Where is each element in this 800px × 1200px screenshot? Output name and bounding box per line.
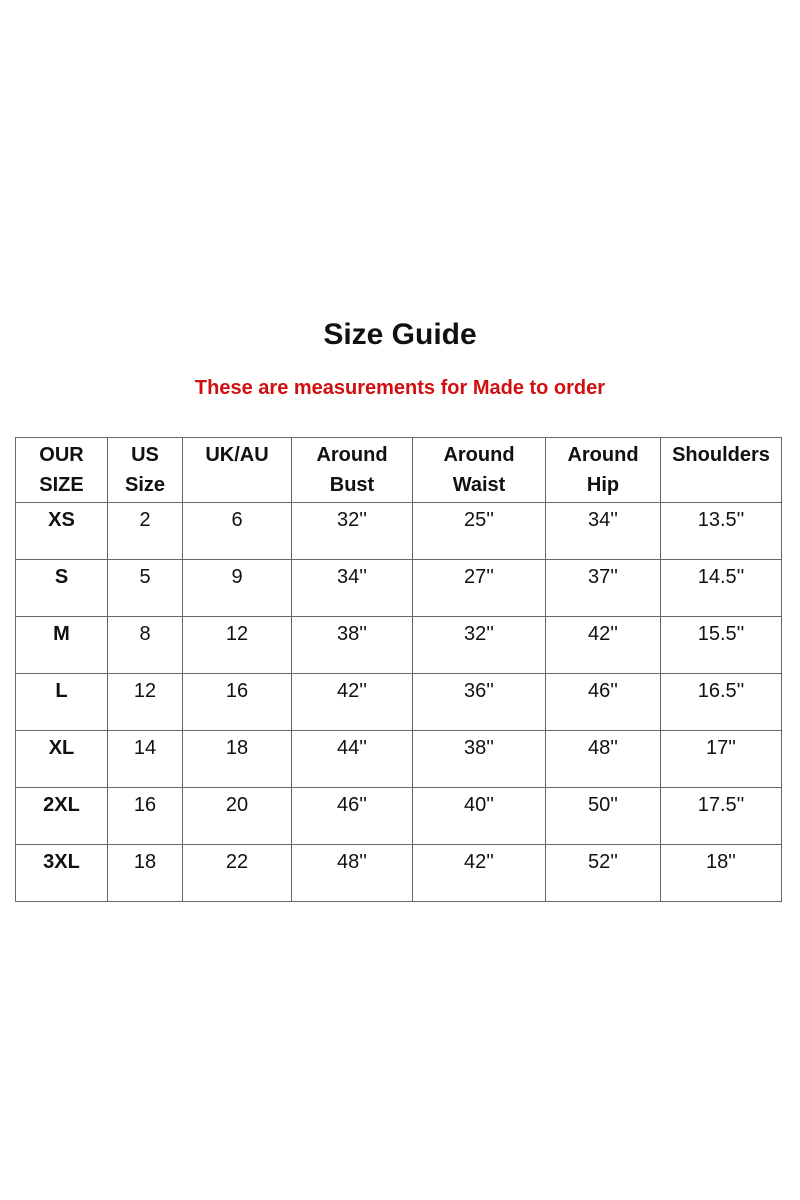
table-cell: 8: [107, 616, 183, 674]
table-cell: 32'': [291, 502, 413, 560]
table-cell: 14.5'': [660, 559, 782, 617]
column-header: UK/AU: [182, 437, 292, 503]
table-row: XL 14 18 44'' 38'' 48'' 17'': [15, 730, 782, 788]
table-cell: 12: [182, 616, 292, 674]
table-cell: 38'': [291, 616, 413, 674]
table-cell: 34'': [545, 502, 661, 560]
table-row: 2XL 16 20 46'' 40'' 50'' 17.5'': [15, 787, 782, 845]
table-cell: 20: [182, 787, 292, 845]
table-cell: 32'': [412, 616, 546, 674]
table-row: L 12 16 42'' 36'' 46'' 16.5'': [15, 673, 782, 731]
table-cell: 12: [107, 673, 183, 731]
table-header-row: OUR SIZE US Size UK/AU Around Bust Around Waist A…: [15, 437, 782, 503]
table-cell: 16: [107, 787, 183, 845]
column-header: Around Waist: [412, 437, 546, 503]
table-cell: 15.5'': [660, 616, 782, 674]
table-cell: 5: [107, 559, 183, 617]
table-cell: 42'': [291, 673, 413, 731]
column-header: Shoulders: [660, 437, 782, 503]
table-cell: 18: [182, 730, 292, 788]
column-header-line: Shoulders: [672, 444, 770, 466]
table-row: XS 2 6 32'' 25'' 34'' 13.5'': [15, 502, 782, 560]
table-row: M 8 12 38'' 32'' 42'' 15.5'': [15, 616, 782, 674]
column-header: Around Bust: [291, 437, 413, 503]
table-cell: 2: [107, 502, 183, 560]
column-header-line: SIZE: [39, 474, 84, 496]
table-cell: 27'': [412, 559, 546, 617]
table-cell: 17'': [660, 730, 782, 788]
table-cell: 22: [182, 844, 292, 902]
table-cell: 9: [182, 559, 292, 617]
size-label-cell: XL: [15, 730, 108, 788]
table-cell: 46'': [545, 673, 661, 731]
table-cell: 16: [182, 673, 292, 731]
table-cell: 36'': [412, 673, 546, 731]
table-cell: 44'': [291, 730, 413, 788]
table-cell: 18'': [660, 844, 782, 902]
column-header-line: UK/AU: [205, 444, 269, 466]
column-header: US Size: [107, 437, 183, 503]
column-header: OUR SIZE: [15, 437, 108, 503]
table-cell: 14: [107, 730, 183, 788]
table-cell: 17.5'': [660, 787, 782, 845]
column-header-line: Around: [567, 444, 639, 466]
column-header-line: Around: [316, 444, 388, 466]
table-cell: 50'': [545, 787, 661, 845]
column-header-line: Around: [443, 444, 515, 466]
column-header-line: Hip: [586, 474, 620, 496]
column-header-line: Size: [124, 474, 166, 496]
table-cell: 6: [182, 502, 292, 560]
table-cell: 38'': [412, 730, 546, 788]
column-header-line: OUR: [39, 444, 84, 466]
table-row: 3XL 18 22 48'' 42'' 52'' 18'': [15, 844, 782, 902]
size-guide-table: OUR SIZE US Size UK/AU Around Bust Around Waist A…: [15, 437, 782, 902]
table-cell: 42'': [412, 844, 546, 902]
table-cell: 16.5'': [660, 673, 782, 731]
table-cell: 46'': [291, 787, 413, 845]
table-cell: 48'': [545, 730, 661, 788]
size-label-cell: 2XL: [15, 787, 108, 845]
table-cell: 25'': [412, 502, 546, 560]
page-subtitle: These are measurements for Made to order: [194, 377, 606, 399]
table-cell: 34'': [291, 559, 413, 617]
table-cell: 48'': [291, 844, 413, 902]
size-label-cell: 3XL: [15, 844, 108, 902]
table-cell: 13.5'': [660, 502, 782, 560]
table-cell: 52'': [545, 844, 661, 902]
column-header-line: US: [131, 444, 159, 466]
table-cell: 40'': [412, 787, 546, 845]
column-header: Around Hip: [545, 437, 661, 503]
table-row: S 5 9 34'' 27'' 37'' 14.5'': [15, 559, 782, 617]
page-title: Size Guide: [323, 318, 477, 351]
table-cell: 37'': [545, 559, 661, 617]
size-label-cell: XS: [15, 502, 108, 560]
column-header-line: Bust: [329, 474, 375, 496]
size-label-cell: L: [15, 673, 108, 731]
table-cell: 42'': [545, 616, 661, 674]
size-label-cell: M: [15, 616, 108, 674]
column-header-line: Waist: [452, 474, 506, 496]
table-cell: 18: [107, 844, 183, 902]
size-label-cell: S: [15, 559, 108, 617]
